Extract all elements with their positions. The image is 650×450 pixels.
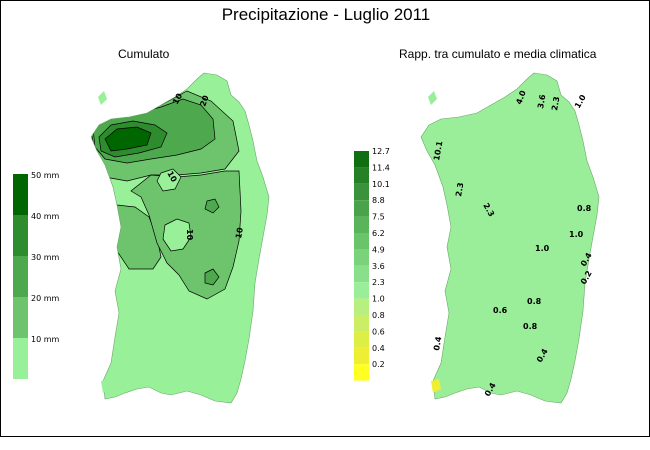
right-contour-label: 0.8 [527, 297, 542, 306]
left-islet-sw [101, 379, 111, 393]
left-map-subtitle: Cumulato [118, 47, 170, 61]
left-legend-swatch [13, 174, 28, 215]
right-legend-label: 8.8 [372, 196, 385, 205]
right-contour-label: 0.8 [523, 322, 538, 331]
right-legend-label: 11.4 [372, 163, 390, 172]
right-map-subtitle: Rapp. tra cumulato e media climatica [399, 47, 597, 61]
right-legend-swatch [354, 282, 369, 299]
right-islet-sw [431, 379, 441, 393]
left-legend-label: 20 mm [31, 294, 60, 303]
left-map: 20 10 10 10 10 50 mm 40 mm 30 mm 20 mm 1… [13, 72, 270, 404]
right-legend-swatch [354, 331, 369, 348]
left-legend: 50 mm 40 mm 30 mm 20 mm 10 mm [13, 171, 60, 379]
left-legend-swatch [13, 256, 28, 297]
right-islet-asinara [428, 91, 437, 105]
left-legend-label: 10 mm [31, 335, 60, 344]
right-legend-label: 0.6 [372, 327, 385, 336]
right-legend-swatch [354, 364, 369, 381]
left-legend-swatch [13, 297, 28, 338]
right-legend-label: 10.1 [372, 180, 390, 189]
right-legend-swatch [354, 233, 369, 250]
maps-canvas: 20 10 10 10 10 50 mm 40 mm 30 mm 20 mm 1… [13, 72, 600, 404]
left-legend-swatch [13, 215, 28, 256]
right-contour-label: 1.0 [535, 244, 550, 253]
right-contour-label: 2.3 [454, 182, 465, 198]
right-contour-label: 0.8 [577, 204, 592, 213]
right-legend-swatch [354, 167, 369, 184]
right-contour-label: 1.0 [573, 93, 588, 110]
left-legend-label: 50 mm [31, 171, 60, 180]
right-legend-swatch [354, 298, 369, 315]
left-legend-swatch [13, 338, 28, 379]
figure-frame: Precipitazione - Luglio 2011 Cumulato Ra… [0, 0, 650, 437]
right-legend-swatch [354, 200, 369, 217]
right-legend-label: 12.7 [372, 147, 390, 156]
right-legend-label: 3.6 [372, 262, 385, 271]
right-legend-swatch [354, 183, 369, 201]
right-legend-label: 0.2 [372, 360, 385, 369]
right-contour-label: 3.6 [536, 93, 547, 109]
right-contour-label: 10.1 [432, 140, 444, 161]
right-legend-label: 7.5 [372, 213, 385, 222]
left-legend-label: 30 mm [31, 253, 60, 262]
left-contour-label: 10 [234, 226, 245, 239]
right-legend-swatch [354, 151, 369, 168]
right-legend-label: 6.2 [372, 229, 385, 238]
right-legend-swatch [354, 347, 369, 365]
right-legend-label: 4.9 [372, 245, 385, 254]
left-islet-asinara [98, 91, 107, 105]
right-legend: 12.7 11.4 10.1 8.8 7.5 6.2 4.9 3.6 2.3 1… [354, 147, 390, 381]
right-contour-label: 2.3 [550, 96, 561, 112]
figure-title: Precipitazione - Luglio 2011 [221, 5, 431, 24]
left-legend-label: 40 mm [31, 212, 60, 221]
left-contour-label: 10 [185, 229, 194, 241]
right-legend-label: 1.0 [372, 295, 385, 304]
right-legend-label: 0.8 [372, 311, 385, 320]
right-legend-swatch [354, 249, 369, 266]
right-contour-label: 1.0 [569, 230, 584, 239]
right-legend-swatch [354, 265, 369, 283]
right-legend-label: 2.3 [372, 278, 385, 287]
right-map: 4.0 3.6 2.3 1.0 10.1 2.3 2.3 1.0 1.0 0.8… [354, 72, 600, 404]
right-legend-swatch [354, 216, 369, 233]
right-legend-swatch [354, 315, 369, 332]
right-contour-label: 0.4 [432, 335, 443, 351]
right-contour-label: 0.6 [493, 306, 508, 315]
right-legend-label: 0.4 [372, 344, 385, 353]
left-contour-label: 20 [198, 94, 210, 108]
